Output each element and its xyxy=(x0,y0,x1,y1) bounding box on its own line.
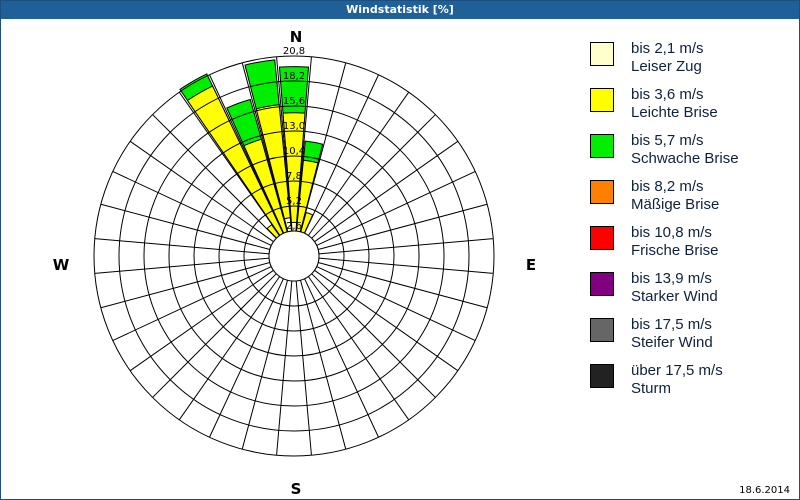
legend-text: bis 13,9 m/s Starker Wind xyxy=(631,270,718,306)
legend-class-name: Schwache Brise xyxy=(631,150,739,167)
ring-label: 2,6 xyxy=(286,221,302,232)
ring-label: 5,2 xyxy=(286,196,302,207)
grid-spoke xyxy=(318,238,494,255)
grid-spoke xyxy=(276,280,293,456)
legend-swatch xyxy=(590,42,614,66)
legend-class-name: Mäßige Brise xyxy=(631,196,720,213)
grid-spoke xyxy=(318,203,488,251)
legend-class-name: Leichte Brise xyxy=(631,104,718,121)
direction-w: W xyxy=(53,256,70,274)
ring-label: 7,8 xyxy=(286,171,302,182)
ring-label: 18,2 xyxy=(283,71,305,82)
legend-class-name: Frische Brise xyxy=(631,242,719,259)
grid-spoke xyxy=(152,114,277,239)
legend-swatch xyxy=(590,318,614,342)
grid-spoke xyxy=(307,276,410,421)
grid-spoke xyxy=(100,261,270,309)
direction-n: N xyxy=(290,28,303,46)
center-hole xyxy=(268,230,320,282)
legend-swatch xyxy=(590,226,614,250)
legend-text: bis 2,1 m/s Leiser Zug xyxy=(631,40,704,76)
panel-title: Windstatistik [%] xyxy=(1,1,799,19)
ring-label: 13,0 xyxy=(283,121,305,132)
grid-spoke xyxy=(295,56,312,232)
grid-spoke xyxy=(112,266,272,341)
grid-spoke xyxy=(129,269,274,372)
legend-text: bis 3,6 m/s Leichte Brise xyxy=(631,86,718,122)
bar-sector-340-class-1 xyxy=(243,138,295,257)
grid-spoke xyxy=(129,140,274,243)
grid-spoke xyxy=(314,140,459,243)
legend-swatch xyxy=(590,88,614,112)
legend-range: bis 3,6 m/s xyxy=(631,86,704,103)
legend-swatch xyxy=(590,364,614,388)
legend-range: über 17,5 m/s xyxy=(631,362,723,379)
legend-text: über 17,5 m/s Sturm xyxy=(631,362,723,398)
grid-ring xyxy=(218,180,370,332)
grid-spoke xyxy=(299,62,347,232)
ring-label: 10,4 xyxy=(283,146,305,157)
grid-spoke xyxy=(276,56,293,232)
legend-range: bis 17,5 m/s xyxy=(631,316,712,333)
grid-spoke xyxy=(311,273,436,398)
legend-text: bis 5,7 m/s Schwache Brise xyxy=(631,132,739,168)
legend-swatch xyxy=(590,272,614,296)
legend-range: bis 8,2 m/s xyxy=(631,178,704,195)
grid-spoke xyxy=(241,62,289,232)
grid-ring xyxy=(118,80,470,432)
grid-spoke xyxy=(311,114,436,239)
legend-class-name: Steifer Wind xyxy=(631,334,713,351)
grid-spoke xyxy=(316,266,476,341)
ring-label: 20,8 xyxy=(283,46,305,57)
grid-spoke xyxy=(316,171,476,246)
grid-spoke xyxy=(178,91,281,236)
grid-spoke xyxy=(318,257,494,274)
grid-spoke xyxy=(178,276,281,421)
grid-ring xyxy=(168,130,420,382)
legend-swatch xyxy=(590,180,614,204)
grid-spoke xyxy=(94,238,270,255)
grid-spoke xyxy=(209,278,284,438)
legend-range: bis 10,8 m/s xyxy=(631,224,712,241)
ring-label: 15,6 xyxy=(283,96,305,107)
bar-sector-350-class-1 xyxy=(255,104,295,257)
grid-spoke xyxy=(152,273,277,398)
grid-ring xyxy=(243,205,345,307)
legend-text: bis 10,8 m/s Frische Brise xyxy=(631,224,719,260)
legend-range: bis 5,7 m/s xyxy=(631,132,704,149)
grid-spoke xyxy=(100,203,270,251)
grid-spoke xyxy=(299,280,347,450)
grid-spoke xyxy=(241,280,289,450)
direction-e: E xyxy=(526,256,536,274)
legend-text: bis 8,2 m/s Mäßige Brise xyxy=(631,178,719,214)
grid-spoke xyxy=(318,261,488,309)
legend-class-name: Sturm xyxy=(631,380,672,397)
grid-ring xyxy=(143,105,445,407)
grid-spoke xyxy=(314,269,459,372)
grid-spoke xyxy=(112,171,272,246)
legend-text: bis 17,5 m/s Steifer Wind xyxy=(631,316,713,352)
legend-range: bis 2,1 m/s xyxy=(631,40,704,57)
grid-spoke xyxy=(304,278,379,438)
grid-spoke xyxy=(295,280,312,456)
grid-ring xyxy=(193,155,395,357)
grid-spoke xyxy=(209,74,284,234)
date-label: 18.6.2014 xyxy=(739,485,790,496)
bar-sector-0-class-1 xyxy=(282,112,306,257)
legend-range: bis 13,9 m/s xyxy=(631,270,712,287)
legend-class-name: Leiser Zug xyxy=(631,58,702,75)
legend-class-name: Starker Wind xyxy=(631,288,718,305)
direction-s: S xyxy=(291,480,302,498)
grid-spoke xyxy=(94,257,270,274)
grid-spoke xyxy=(307,91,410,236)
legend-swatch xyxy=(590,134,614,158)
grid-ring xyxy=(93,55,495,457)
grid-spoke xyxy=(304,74,379,234)
